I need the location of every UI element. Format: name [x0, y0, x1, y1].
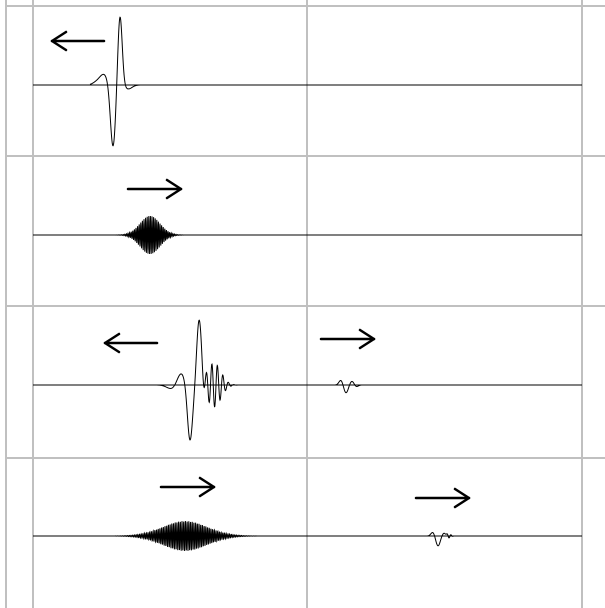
- waveform-transmitted-pulse-panel-3: [332, 379, 365, 394]
- grid: [5, 0, 605, 608]
- arrow-right-icon: [414, 487, 471, 509]
- waveform-packet-panel-4: [114, 521, 262, 551]
- waveform-reflected-pulse-panel-3: [150, 319, 245, 441]
- arrow-right-icon: [126, 178, 183, 200]
- waveform-packet-panel-2: [110, 216, 200, 254]
- waveform-pulse-panel-1: [89, 16, 160, 147]
- arrow-right-icon: [319, 328, 376, 350]
- waveforms: [89, 16, 466, 551]
- waveform-transmitted-pulse-panel-4: [424, 532, 466, 547]
- arrow-left-icon: [103, 332, 159, 354]
- arrows: [50, 30, 471, 509]
- arrow-right-icon: [159, 476, 216, 498]
- arrow-left-icon: [50, 30, 106, 52]
